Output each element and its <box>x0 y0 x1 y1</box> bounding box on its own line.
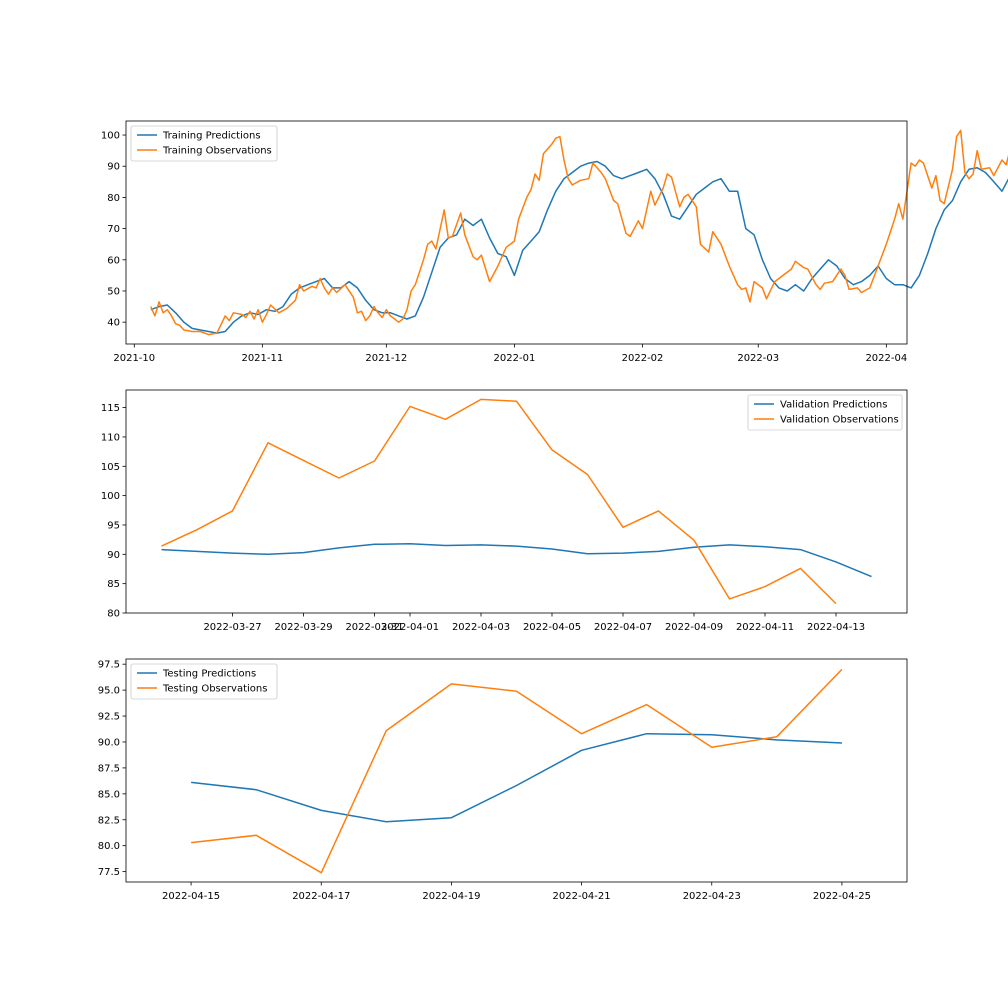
training-x-tick-label: 2022-03 <box>737 353 779 364</box>
validation-x-tick-label: 2022-04-09 <box>665 622 723 633</box>
training-y-tick-label: 50 <box>107 286 120 297</box>
testing-x-tick-label: 2022-04-25 <box>813 891 871 902</box>
testing-axes-frame <box>125 658 908 883</box>
testing-x-tick-label: 2022-04-21 <box>553 891 611 902</box>
training-x-tick-label: 2021-11 <box>241 353 283 364</box>
validation-x-tick-label: 2022-03-27 <box>203 622 261 633</box>
testing-series-line-predictions <box>191 732 842 823</box>
training-axes-frame <box>125 120 908 345</box>
validation-chart: 2022-03-27 2022-03-29 2022-03-312022-04-01… <box>101 389 908 633</box>
testing-legend-box <box>130 663 278 700</box>
training-y-tick-label: 90 <box>107 162 120 173</box>
training-x-tick-label: 2022-04 <box>865 353 907 364</box>
training-legend-label: Training Observations <box>162 146 272 157</box>
training-y-tick-label: 100 <box>101 131 120 142</box>
training-legend-label: Training Predictions <box>162 131 261 142</box>
training-x-tick-label: 2021-12 <box>365 353 407 364</box>
validation-y-tick-label: 100 <box>101 491 120 502</box>
testing-x-tick-label: 2022-04-17 <box>292 891 350 902</box>
testing-y-tick-label: 77.5 <box>98 867 120 878</box>
validation-y-tick-label: 110 <box>101 432 120 443</box>
training-y-tick-label: 70 <box>107 224 120 235</box>
testing-y-tick-label: 82.5 <box>98 815 120 826</box>
testing-chart: 2022-04-15 2022-04-17 2022-04-19 2022-04-21… <box>98 658 908 902</box>
testing-x-tick-label: 2022-04-23 <box>683 891 741 902</box>
validation-x-tick-label: 2022-04-01 <box>381 622 439 633</box>
validation-x-tick-label: 2022-04-03 <box>452 622 510 633</box>
validation-axes-frame <box>125 389 908 614</box>
validation-legend: Validation Predictions Validation Observa… <box>747 394 903 431</box>
validation-y-tick-label: 105 <box>101 462 120 473</box>
validation-y-tick-label: 90 <box>107 550 120 561</box>
validation-y-tick-label: 85 <box>107 579 120 590</box>
testing-y-tick-label: 87.5 <box>98 763 120 774</box>
validation-x-tick-label: 2022-03-29 <box>274 622 332 633</box>
validation-series-line-observations <box>161 398 837 605</box>
training-x-tick-label: 2022-01 <box>494 353 536 364</box>
training-x-tick-label: 2022-02 <box>622 353 664 364</box>
testing-y-tick-label: 90.0 <box>98 737 120 748</box>
testing-legend-label: Testing Predictions <box>162 669 256 680</box>
testing-y-tick-label: 97.5 <box>98 660 120 671</box>
training-legend: Training Predictions Training Observation… <box>130 125 278 162</box>
testing-x-tick-label: 2022-04-15 <box>162 891 220 902</box>
validation-y-tick-label: 80 <box>107 609 120 620</box>
validation-x-tick-label: 2022-04-13 <box>807 622 865 633</box>
testing-y-tick-label: 92.5 <box>98 712 120 723</box>
validation-series-line-predictions <box>161 543 872 578</box>
training-legend-box <box>130 125 278 162</box>
validation-legend-label: Validation Observations <box>780 415 899 426</box>
training-series-line-observations <box>150 129 1008 336</box>
validation-x-tick-label: 2022-04-07 <box>594 622 652 633</box>
validation-y-tick-label: 95 <box>107 520 120 531</box>
training-x-tick-label: 2021-10 <box>113 353 155 364</box>
validation-x-tick-label: 2022-04-05 <box>523 622 581 633</box>
testing-legend-label: Testing Observations <box>162 684 267 695</box>
testing-y-tick-label: 85.0 <box>98 789 120 800</box>
validation-legend-box <box>747 394 903 431</box>
testing-y-tick-label: 95.0 <box>98 686 120 697</box>
validation-y-tick-label: 115 <box>101 403 120 414</box>
training-series-line-predictions <box>150 160 1008 334</box>
validation-x-tick-label: 2022-04-11 <box>736 622 794 633</box>
training-y-tick-label: 60 <box>107 255 120 266</box>
validation-legend-label: Validation Predictions <box>780 400 887 411</box>
training-y-tick-label: 80 <box>107 193 120 204</box>
training-chart: 2021-10 2021-11 2021-12 2022-01 2022-02 2022-… <box>101 120 1008 364</box>
testing-legend: Testing Predictions Testing Observations <box>130 663 278 700</box>
testing-y-tick-label: 80.0 <box>98 841 120 852</box>
testing-x-tick-label: 2022-04-19 <box>422 891 480 902</box>
training-y-tick-label: 40 <box>107 318 120 329</box>
validation-x-tick-label: 2022-03-31 <box>345 622 403 633</box>
testing-series-line-observations <box>191 668 843 874</box>
